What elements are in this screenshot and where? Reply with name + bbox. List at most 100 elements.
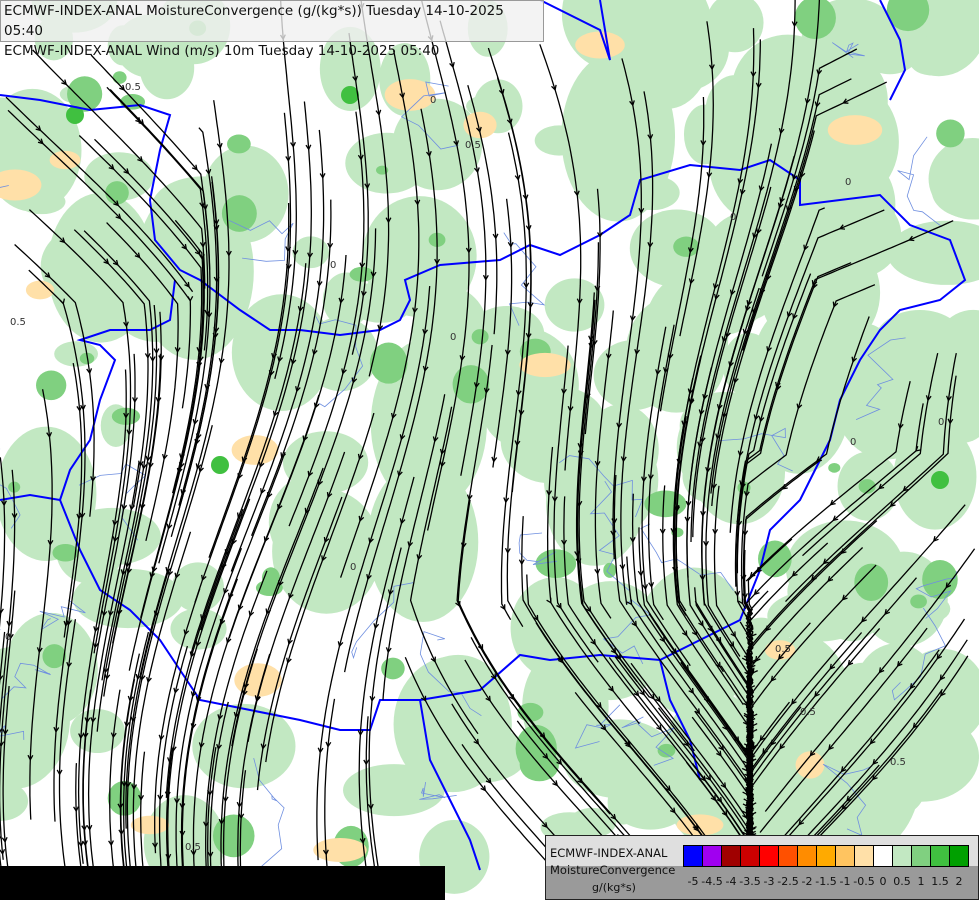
river (315, 316, 364, 408)
wind-arrow-icon (638, 207, 645, 215)
wind-arrow-icon (358, 515, 365, 523)
contour-label: 0 (850, 437, 856, 448)
wind-arrow-icon (770, 739, 777, 746)
wind-arrow-icon (212, 332, 219, 339)
wind-arrow-icon (556, 759, 563, 766)
river (915, 571, 958, 619)
wind-arrow-icon (66, 619, 73, 626)
wind-arrow-icon (194, 249, 201, 256)
wind-arrow-icon (360, 290, 367, 298)
legend-tick-label: -2.5 (777, 875, 799, 888)
streamline (139, 100, 230, 677)
wind-arrow-icon (687, 247, 694, 254)
wind-arrow-icon (198, 742, 205, 749)
wind-arrow-icon (117, 803, 124, 810)
wind-arrow-icon (700, 140, 707, 147)
wind-arrow-icon (712, 528, 719, 535)
map-title: ECMWF-INDEX-ANAL MoistureConvergence (g/… (0, 0, 544, 59)
wind-arrow-icon (194, 438, 201, 446)
convergence-area (36, 370, 67, 401)
legend-tick-label: -3 (763, 875, 775, 888)
contour-label: 0.5 (125, 82, 141, 93)
wind-arrow-icon (272, 410, 279, 417)
wind-arrow-icon (503, 497, 510, 504)
wind-arrow-icon (721, 810, 728, 817)
streamline (222, 648, 258, 900)
wind-arrow-icon (236, 801, 243, 808)
wind-arrow-icon (770, 675, 777, 682)
contour-label: 0.5 (800, 707, 816, 718)
wind-arrow-icon (123, 321, 129, 328)
wind-arrow-icon (775, 384, 782, 391)
river (897, 136, 943, 228)
wind-arrow-icon (0, 848, 6, 856)
wind-arrow-icon (743, 785, 750, 793)
convergence-area (517, 702, 544, 722)
legend-swatch (760, 846, 779, 866)
wind-arrow-icon (149, 572, 156, 579)
legend-tick-label: -1 (839, 875, 851, 888)
wind-arrow-icon (608, 685, 614, 692)
wind-arrow-icon (697, 441, 704, 448)
wind-arrow-icon (694, 708, 701, 715)
wind-arrow-icon (152, 842, 158, 849)
wind-arrow-icon (815, 456, 822, 462)
wind-arrow-icon (341, 368, 347, 375)
wind-arrow-icon (1, 836, 8, 844)
convergence-area (760, 230, 881, 355)
wind-arrow-icon (742, 530, 749, 537)
wind-arrow-icon (101, 610, 108, 617)
wind-arrow-icon (288, 592, 294, 600)
wind-arrow-icon (832, 515, 839, 522)
wind-arrow-icon (600, 724, 607, 731)
wind-arrow-icon (914, 445, 922, 452)
convergence-area (767, 590, 869, 642)
wind-arrow-icon (174, 798, 180, 805)
wind-arrow-icon (573, 190, 580, 197)
no-data-strip (0, 866, 445, 900)
wind-arrow-icon (199, 241, 206, 248)
convergence-area (582, 475, 652, 512)
wind-arrow-icon (352, 75, 359, 82)
wind-arrow-icon (132, 397, 138, 404)
streamline (676, 28, 755, 477)
wind-arrow-icon (551, 496, 558, 503)
wind-arrow-icon (387, 589, 394, 596)
streamline (265, 412, 375, 763)
wind-arrow-icon (198, 254, 205, 261)
wind-arrow-icon (86, 368, 93, 375)
wind-arrow-icon (166, 757, 173, 764)
wind-arrow-icon (681, 630, 688, 637)
convergence-area (708, 100, 812, 223)
wind-arrow-icon (594, 460, 601, 467)
wind-arrow-icon (385, 217, 392, 224)
streamline (584, 188, 601, 435)
divergence-area (231, 435, 279, 465)
wind-arrow-icon (491, 456, 498, 463)
wind-arrow-icon (141, 463, 148, 470)
convergence-area (452, 365, 490, 404)
wind-arrow-icon (367, 803, 374, 810)
legend-swatches (683, 845, 969, 867)
wind-arrow-icon (313, 402, 320, 409)
wind-arrow-icon (596, 702, 602, 709)
wind-arrow-icon (357, 154, 364, 161)
wind-arrow-icon (368, 537, 374, 544)
wind-arrow-icon (692, 823, 699, 830)
wind-arrow-icon (203, 821, 209, 828)
wind-arrow-icon (473, 738, 480, 745)
streamline (83, 230, 154, 681)
wind-arrow-icon (539, 732, 546, 739)
legend-tick-label: -1.5 (815, 875, 837, 888)
wind-arrow-icon (195, 463, 202, 470)
wind-arrow-icon (292, 249, 299, 256)
convergence-area (928, 138, 979, 220)
convergence-area (365, 217, 429, 276)
wind-arrow-icon (77, 841, 84, 848)
wind-arrow-icon (708, 64, 715, 71)
streamline (740, 284, 876, 610)
streamline (250, 199, 332, 536)
wind-arrow-icon (59, 298, 66, 305)
wind-arrow-icon (63, 620, 70, 628)
